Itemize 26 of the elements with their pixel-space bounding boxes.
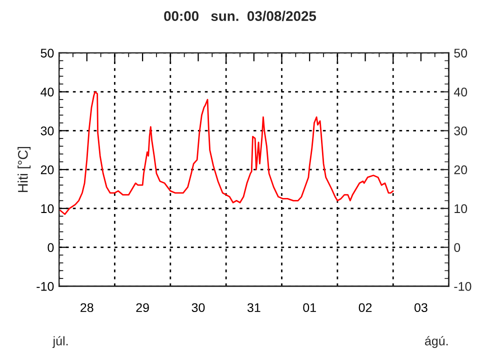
y2-tick-label: 10 — [454, 204, 468, 214]
y2-tick-label: 30 — [454, 126, 468, 136]
chart-title: 00:00 sun. 03/08/2025 — [164, 10, 316, 22]
x-tick-label: 01 — [303, 303, 316, 312]
x-tick-label: 02 — [358, 303, 372, 312]
text: ágú. — [425, 336, 448, 348]
x-tick-label: 28 — [80, 303, 94, 312]
x-tick-label: 30 — [192, 303, 205, 312]
y2-tick-label: 40 — [454, 88, 468, 96]
y2-tick-label: -10 — [454, 282, 472, 291]
y-tick-label: -10 — [36, 282, 54, 291]
line-series — [60, 91, 394, 215]
y-axis-title: Hiti [°C] — [18, 146, 31, 192]
x-tick-label: 03 — [414, 303, 428, 312]
y-tick-label: 30 — [40, 126, 54, 136]
y-tick-label: 50 — [40, 48, 54, 58]
x-tick-label: 31 — [247, 303, 260, 312]
y-tick-label: 0 — [48, 243, 54, 252]
y2-tick-label: 20 — [454, 165, 468, 174]
y-tick-label: 40 — [40, 88, 54, 96]
y-tick-label: 20 — [40, 165, 54, 174]
y2-tick-label: 0 — [454, 243, 460, 252]
text: júl. — [52, 336, 68, 348]
y-tick-label: 10 — [41, 204, 54, 214]
x-tick-label: 29 — [136, 303, 149, 312]
y2-tick-label: 50 — [454, 48, 468, 58]
